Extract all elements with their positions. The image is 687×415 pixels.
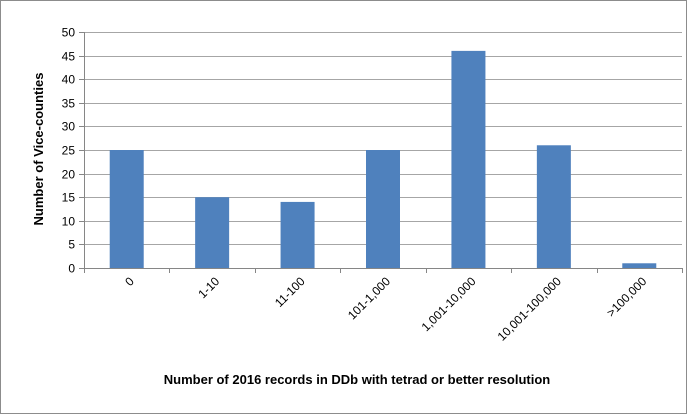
- x-tick-label: 1,001-10,000: [419, 274, 479, 334]
- bar: [451, 50, 486, 268]
- y-axis-title: Number of Vice-counties: [31, 73, 46, 226]
- bar: [195, 197, 230, 268]
- bar: [366, 150, 400, 268]
- y-tick-label: 25: [62, 144, 76, 158]
- bar: [280, 201, 315, 268]
- x-tick-label: 1-10: [195, 274, 222, 301]
- x-tick-label: 0: [122, 274, 137, 289]
- x-axis-title: Number of 2016 records in DDb with tetra…: [164, 372, 551, 387]
- x-tick-label: 10,001-100,000: [495, 274, 565, 344]
- x-tick-label: 11-100: [272, 274, 308, 310]
- y-tick-labels: 0 5 10 15 20 25 30 35 40 45 50: [62, 26, 76, 276]
- bar: [622, 263, 657, 268]
- y-tick-label: 40: [62, 73, 76, 87]
- y-tick-label: 0: [68, 262, 75, 276]
- y-tick-label: 20: [62, 168, 76, 182]
- x-tick-labels: 0 1-10 11-100 101-1,000 1,001-10,000 10,001-1…: [122, 274, 649, 344]
- x-tick-label: 101-1,000: [345, 274, 393, 322]
- y-tick-label: 30: [62, 120, 76, 134]
- bar: [109, 150, 144, 268]
- axes: [79, 32, 683, 273]
- y-tick-label: 15: [62, 191, 76, 205]
- y-tick-label: 35: [62, 97, 76, 111]
- y-tick-label: 5: [68, 238, 75, 252]
- bars: [109, 50, 657, 268]
- y-tick-label: 10: [62, 215, 76, 229]
- y-tick-label: 45: [62, 50, 76, 64]
- x-tick-label: >100,000: [604, 274, 650, 320]
- bar: [536, 145, 571, 268]
- y-tick-label: 50: [62, 26, 76, 40]
